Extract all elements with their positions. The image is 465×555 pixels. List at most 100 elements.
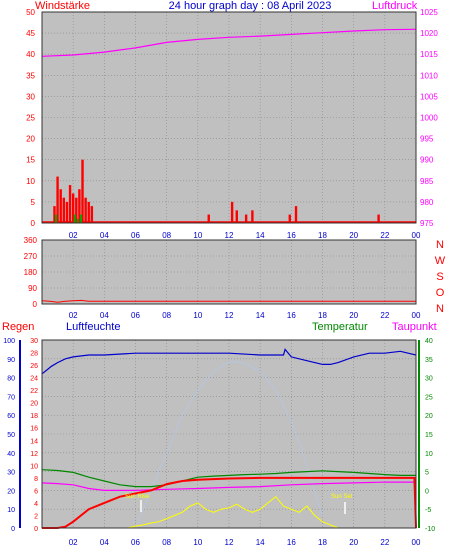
rain-y-tick: 28 — [30, 351, 38, 358]
wind-bar — [207, 214, 210, 223]
wind-y-tick: 50 — [26, 8, 35, 17]
climate-x-tick: 10 — [193, 538, 202, 547]
pressure-y-tick: 1020 — [420, 29, 438, 38]
wind-x-tick: 10 — [193, 231, 202, 240]
humidity-y-tick: 20 — [7, 488, 15, 495]
rain-y-tick: 20 — [30, 401, 38, 408]
humidity-y-tick: 50 — [7, 432, 15, 439]
direction-y-tick: 270 — [24, 252, 38, 261]
sunrise-label: Sun Rise — [125, 494, 150, 500]
wind-bar — [244, 214, 248, 223]
humidity-axis-label: Luftfeuchte — [66, 321, 120, 333]
wind-x-tick: 00 — [412, 231, 421, 240]
rain-y-tick: 26 — [30, 363, 38, 370]
climate-panel-border — [41, 339, 417, 529]
temperature-y-tick: -10 — [425, 526, 435, 533]
uv-line — [135, 361, 323, 529]
direction-y-tick: 180 — [24, 268, 38, 277]
humidity-y-tick: 100 — [3, 338, 15, 345]
climate-x-tick: 06 — [131, 538, 140, 547]
rain-y-tick: 2 — [34, 513, 38, 520]
wind-bar — [84, 197, 87, 223]
wind-x-tick: 18 — [318, 231, 327, 240]
wind-y-tick: 15 — [26, 156, 35, 165]
wind-bar — [230, 201, 234, 223]
direction-y-tick: 360 — [24, 236, 38, 245]
gust-bar — [55, 214, 58, 223]
rain-y-tick: 16 — [30, 426, 38, 433]
rain-y-tick: 24 — [30, 376, 38, 383]
wind-bar — [56, 176, 59, 223]
direction-x-tick: 00 — [412, 311, 421, 320]
wind-x-tick: 02 — [69, 231, 78, 240]
wind-x-tick: 08 — [162, 231, 171, 240]
wind-x-tick: 14 — [256, 231, 265, 240]
pressure-y-tick: 1015 — [420, 50, 438, 59]
tick-labels: 0510152025303540455097598098599099510001… — [3, 8, 445, 547]
wind-bar — [251, 210, 254, 223]
humidity-y-tick: 0 — [11, 526, 15, 533]
humidity-y-tick: 30 — [7, 470, 15, 477]
sunset-label: Sun Set — [331, 494, 353, 500]
pressure-y-tick: 1025 — [420, 8, 438, 17]
climate-x-tick: 02 — [69, 538, 78, 547]
direction-x-tick: 12 — [225, 311, 234, 320]
climate-x-tick: 00 — [412, 538, 421, 547]
temperature-y-tick: 0 — [425, 488, 429, 495]
direction-compass-label: S — [436, 271, 443, 283]
wind-x-tick: 06 — [131, 231, 140, 240]
humidity-line — [41, 348, 417, 375]
climate-x-tick: 18 — [318, 538, 327, 547]
wind-x-tick: 04 — [100, 231, 109, 240]
rain-y-tick: 8 — [34, 476, 38, 483]
humidity-y-tick: 60 — [7, 413, 15, 420]
pressure-y-tick: 1005 — [420, 92, 438, 101]
wind-panel-border — [41, 11, 417, 224]
direction-compass-label: N — [436, 303, 444, 315]
wind-y-tick: 25 — [26, 114, 35, 123]
rain-y-tick: 30 — [30, 338, 38, 345]
wind-bar — [294, 206, 298, 223]
wind-bar — [65, 201, 69, 223]
direction-x-tick: 14 — [256, 311, 265, 320]
data-series — [41, 28, 417, 529]
rain-y-tick: 10 — [30, 463, 38, 470]
climate-x-tick: 22 — [380, 538, 389, 547]
rain-y-tick: 12 — [30, 451, 38, 458]
direction-x-tick: 02 — [69, 311, 78, 320]
wind-y-tick: 35 — [26, 71, 35, 80]
rain-line — [42, 476, 417, 529]
direction-y-tick: 90 — [28, 284, 37, 293]
solar-line — [42, 496, 416, 529]
rain-y-tick: 14 — [30, 438, 38, 445]
direction-panel-border — [41, 239, 417, 305]
climate-x-tick: 08 — [162, 538, 171, 547]
wind-axis-label: Windstärke — [35, 0, 90, 12]
direction-x-tick: 20 — [349, 311, 358, 320]
wind-bar — [81, 159, 84, 223]
pressure-y-tick: 980 — [420, 198, 434, 207]
temperature-y-tick: 20 — [425, 413, 433, 420]
pressure-y-tick: 985 — [420, 177, 434, 186]
wind-y-tick: 40 — [26, 50, 35, 59]
gust-bar — [76, 218, 79, 223]
direction-line — [41, 299, 416, 303]
wind-bar — [53, 206, 56, 223]
direction-x-tick: 18 — [318, 311, 327, 320]
wind-y-tick: 0 — [31, 219, 36, 228]
temperature-y-tick: 40 — [425, 338, 433, 345]
wind-y-tick: 20 — [26, 135, 35, 144]
direction-x-tick: 04 — [100, 311, 109, 320]
humidity-y-tick: 70 — [7, 394, 15, 401]
rain-y-tick: 4 — [34, 501, 38, 508]
gust-bar — [73, 214, 76, 223]
wind-bar — [62, 197, 66, 223]
temperature-y-tick: 5 — [425, 470, 429, 477]
rain-y-tick: 18 — [30, 413, 38, 420]
wind-bar — [75, 197, 78, 223]
temperature-y-tick: 25 — [425, 394, 433, 401]
wind-x-tick: 22 — [380, 231, 389, 240]
temperature-y-tick: 35 — [425, 357, 433, 364]
direction-x-tick: 10 — [193, 311, 202, 320]
